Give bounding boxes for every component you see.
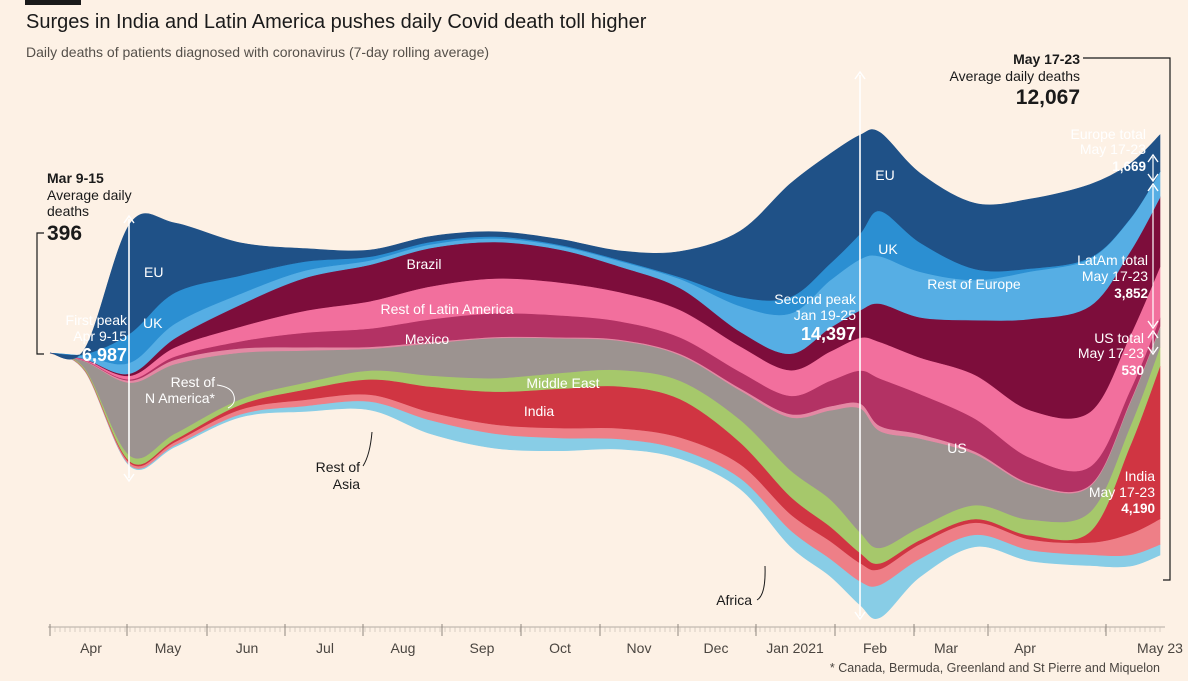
rest-of-asia-leader [362, 431, 373, 467]
first-peak-label: First peak [66, 312, 128, 328]
area-label-us: US [947, 440, 966, 456]
second-peak-label: Second peak [774, 291, 857, 307]
x-tick-label: Aug [391, 640, 416, 656]
mar-annotation-title: Mar 9-15 [47, 170, 104, 186]
second-peak-arrow-head [854, 611, 866, 621]
latam-total-arrow-head [1147, 182, 1159, 192]
area-label-uk: UK [878, 241, 898, 257]
africa-leader [756, 565, 766, 601]
x-tick-label: Sep [470, 640, 495, 656]
europe-total-label: May 17-23 [1080, 141, 1146, 157]
area-label-africa: Africa [716, 592, 752, 608]
us-total-label: May 17-23 [1078, 345, 1144, 361]
x-tick-label: Oct [549, 640, 571, 656]
latam-total-label: May 17-23 [1082, 268, 1148, 284]
area-label-middle-east: Middle East [526, 375, 599, 391]
annotation-marks [36, 57, 1171, 621]
chart-subtitle: Daily deaths of patients diagnosed with … [26, 44, 490, 60]
area-label-rest-of-n-america: N America* [145, 390, 216, 406]
x-tick-label: Apr [80, 640, 102, 656]
x-tick-label: Jul [316, 640, 334, 656]
area-label-rest-of-asia: Asia [333, 476, 360, 492]
latam-total-value: 3,852 [1114, 286, 1148, 301]
x-tick-label: Jun [236, 640, 259, 656]
x-tick-label: Mar [934, 640, 958, 656]
x-tick-label: Feb [863, 640, 887, 656]
x-tick-label: Dec [704, 640, 729, 656]
india-total-label: India [1125, 468, 1156, 484]
area-label-brazil: Brazil [406, 256, 441, 272]
mar-bracket [36, 232, 44, 355]
may-annotation-value: 12,067 [1016, 86, 1080, 109]
latam-total-label: LatAm total [1077, 252, 1148, 268]
europe-total-arrow-head [1147, 173, 1159, 183]
x-tick-label: Apr [1014, 640, 1036, 656]
first-peak-label: Apr 9-15 [73, 328, 127, 344]
area-label-mexico: Mexico [405, 331, 450, 347]
us-total-label: US total [1094, 330, 1144, 346]
stream-layer-eu [49, 129, 1161, 360]
brand-bar [25, 0, 81, 5]
x-tick-label: May 23 [1137, 640, 1183, 656]
mar-annotation-value: 396 [47, 222, 82, 245]
second-peak-arrow-head [854, 70, 866, 80]
second-peak-label: Jan 19-25 [794, 307, 856, 323]
area-label-rest-of-latin-america: Rest of Latin America [380, 301, 513, 317]
first-peak-arrow-head [123, 214, 135, 224]
rest-n-america-leader [216, 384, 235, 409]
stream-layers [49, 129, 1161, 619]
mar-annotation-line: Average daily [47, 187, 132, 203]
x-axis: Apr May Jun Jul Aug Sep Oct Nov Dec Jan 2021 Feb Ma… [48, 624, 1183, 656]
europe-total-value: 1,669 [1112, 159, 1146, 174]
footnote: * Canada, Bermuda, Greenland and St Pier… [829, 661, 1160, 675]
chart-title: Surges in India and Latin America pushes… [26, 11, 647, 33]
area-label-india: India [524, 403, 555, 419]
area-label-rest-of-n-america: Rest of [171, 374, 215, 390]
area-label-eu: EU [144, 264, 163, 280]
europe-total-label: Europe total [1071, 126, 1147, 142]
india-total-value: 4,190 [1121, 501, 1155, 516]
x-tick-label: Nov [627, 640, 652, 656]
us-total-arrow-head [1147, 329, 1159, 339]
latam-total-arrow-head [1147, 320, 1159, 330]
may-annotation-line: Average daily deaths [950, 68, 1081, 84]
first-peak-value: 6,987 [82, 345, 127, 365]
india-total-label: May 17-23 [1089, 484, 1155, 500]
area-label-eu: EU [875, 167, 894, 183]
may-bracket [1083, 57, 1171, 581]
x-tick-label: Jan 2021 [766, 640, 824, 656]
us-total-value: 530 [1121, 363, 1144, 378]
may-annotation-title: May 17-23 [1013, 51, 1080, 67]
europe-total-arrow-head [1147, 153, 1159, 163]
area-label-rest-of-europe: Rest of Europe [927, 276, 1021, 292]
x-tick-label: May [155, 640, 181, 656]
mar-annotation-line: deaths [47, 203, 89, 219]
second-peak-value: 14,397 [801, 324, 856, 344]
first-peak-arrow-head [123, 473, 135, 483]
us-total-arrow-head [1147, 346, 1159, 356]
area-label-uk: UK [143, 315, 163, 331]
area-label-rest-of-asia: Rest of [316, 459, 360, 475]
